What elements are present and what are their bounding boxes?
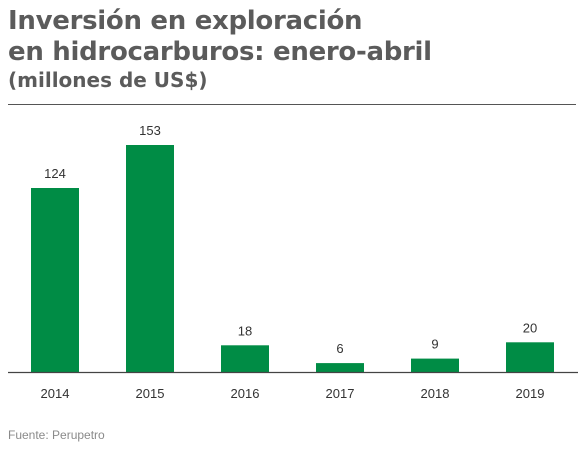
chart-title-line-1: Inversión en exploración xyxy=(8,6,363,36)
data-label-2018: 9 xyxy=(431,337,438,352)
x-tick-label-2015: 2015 xyxy=(136,386,165,401)
data-label-2014: 124 xyxy=(44,166,66,181)
data-label-2015: 153 xyxy=(139,123,161,138)
bar-2015 xyxy=(126,145,174,372)
x-tick-label-2014: 2014 xyxy=(41,386,70,401)
bar-2018 xyxy=(411,358,459,372)
bar-2014 xyxy=(31,188,79,372)
data-label-2019: 20 xyxy=(523,320,537,335)
data-label-2017: 6 xyxy=(336,341,343,356)
header-divider xyxy=(8,104,576,105)
chart-header: Inversión en exploración en hidrocarburo… xyxy=(8,6,578,92)
bar-2017 xyxy=(316,363,364,372)
chart-subtitle: (millones de US$) xyxy=(8,68,208,92)
x-tick-label-2019: 2019 xyxy=(516,386,545,401)
x-axis-tick-labels: 2014 2015 2016 2017 2018 2019 xyxy=(41,386,545,401)
x-tick-label-2018: 2018 xyxy=(421,386,450,401)
x-tick-label-2016: 2016 xyxy=(231,386,260,401)
source-note: Fuente: Perupetro xyxy=(8,428,105,442)
data-labels-group: 124 153 18 6 9 20 xyxy=(44,123,537,356)
x-tick-label-2017: 2017 xyxy=(326,386,355,401)
bar-chart: 124 153 18 6 9 20 2014 2015 2016 2017 2018 2019 xyxy=(8,123,578,401)
chart-title-line-2: en hidrocarburos: enero-abril xyxy=(8,37,432,67)
bar-2019 xyxy=(506,342,554,372)
bars-group xyxy=(31,145,554,372)
bar-2016 xyxy=(221,345,269,372)
data-label-2016: 18 xyxy=(238,323,252,338)
